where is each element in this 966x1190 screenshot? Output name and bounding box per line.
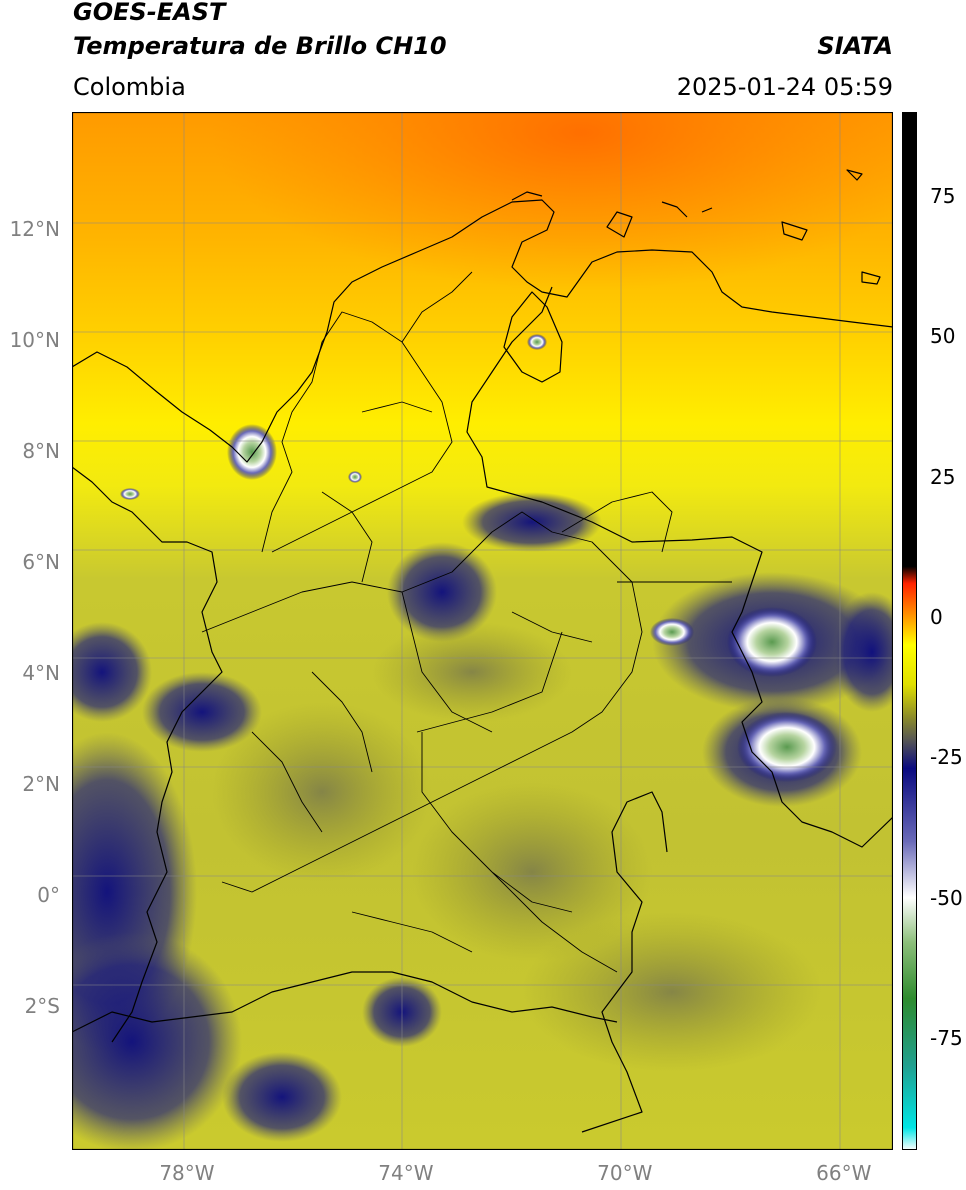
colorbar-tick-label: 75 xyxy=(930,184,956,209)
colombia-venezuela-border xyxy=(466,286,893,848)
colorbar-tick-label: -75 xyxy=(930,1025,963,1050)
satellite-title: GOES-EAST xyxy=(73,0,226,26)
latitude-tick-label: 2°N xyxy=(22,771,60,796)
graticule xyxy=(72,112,893,1150)
latitude-tick-label: 8°N xyxy=(22,438,60,463)
latitude-tick-label: 4°N xyxy=(22,660,60,685)
region-label: Colombia xyxy=(73,73,186,101)
caribbean-coastline xyxy=(72,199,893,463)
longitude-tick-label: 70°W xyxy=(597,1161,653,1185)
colorbar-tick-label: -50 xyxy=(930,885,963,910)
datetime-label: 2025-01-24 05:59 xyxy=(676,73,893,101)
lake-maracaibo xyxy=(503,291,563,383)
colorbar-tick-label: 50 xyxy=(930,324,956,349)
colorbar-tick-label: -25 xyxy=(930,745,963,770)
longitude-tick-label: 78°W xyxy=(159,1161,215,1185)
aruba-curacao xyxy=(511,169,881,285)
temperature-field xyxy=(72,112,893,1150)
latitude-tick-label: 6°N xyxy=(22,549,60,574)
latitude-tick-label: 10°N xyxy=(9,327,60,352)
colombia-ecuador-border xyxy=(72,971,618,1033)
colorbar-tick-label: 0 xyxy=(930,604,943,629)
colombia-peru-brazil-border xyxy=(581,791,668,1133)
coastlines-and-borders xyxy=(72,169,893,1133)
map-frame xyxy=(72,112,893,1150)
colorbar xyxy=(902,112,917,1150)
department-borders xyxy=(201,271,732,973)
pacific-coastline xyxy=(72,466,223,1043)
longitude-tick-label: 74°W xyxy=(378,1161,434,1185)
colorbar-tick-label: 25 xyxy=(930,464,956,489)
longitude-tick-label: 66°W xyxy=(816,1161,872,1185)
brightness-temperature-map xyxy=(72,112,893,1150)
latitude-tick-label: 12°N xyxy=(9,216,60,241)
latitude-tick-label: 0° xyxy=(37,882,60,907)
product-title: Temperatura de Brillo CH10 xyxy=(73,32,447,60)
latitude-tick-label: 2°S xyxy=(24,993,60,1018)
agency-label: SIATA xyxy=(817,32,893,60)
